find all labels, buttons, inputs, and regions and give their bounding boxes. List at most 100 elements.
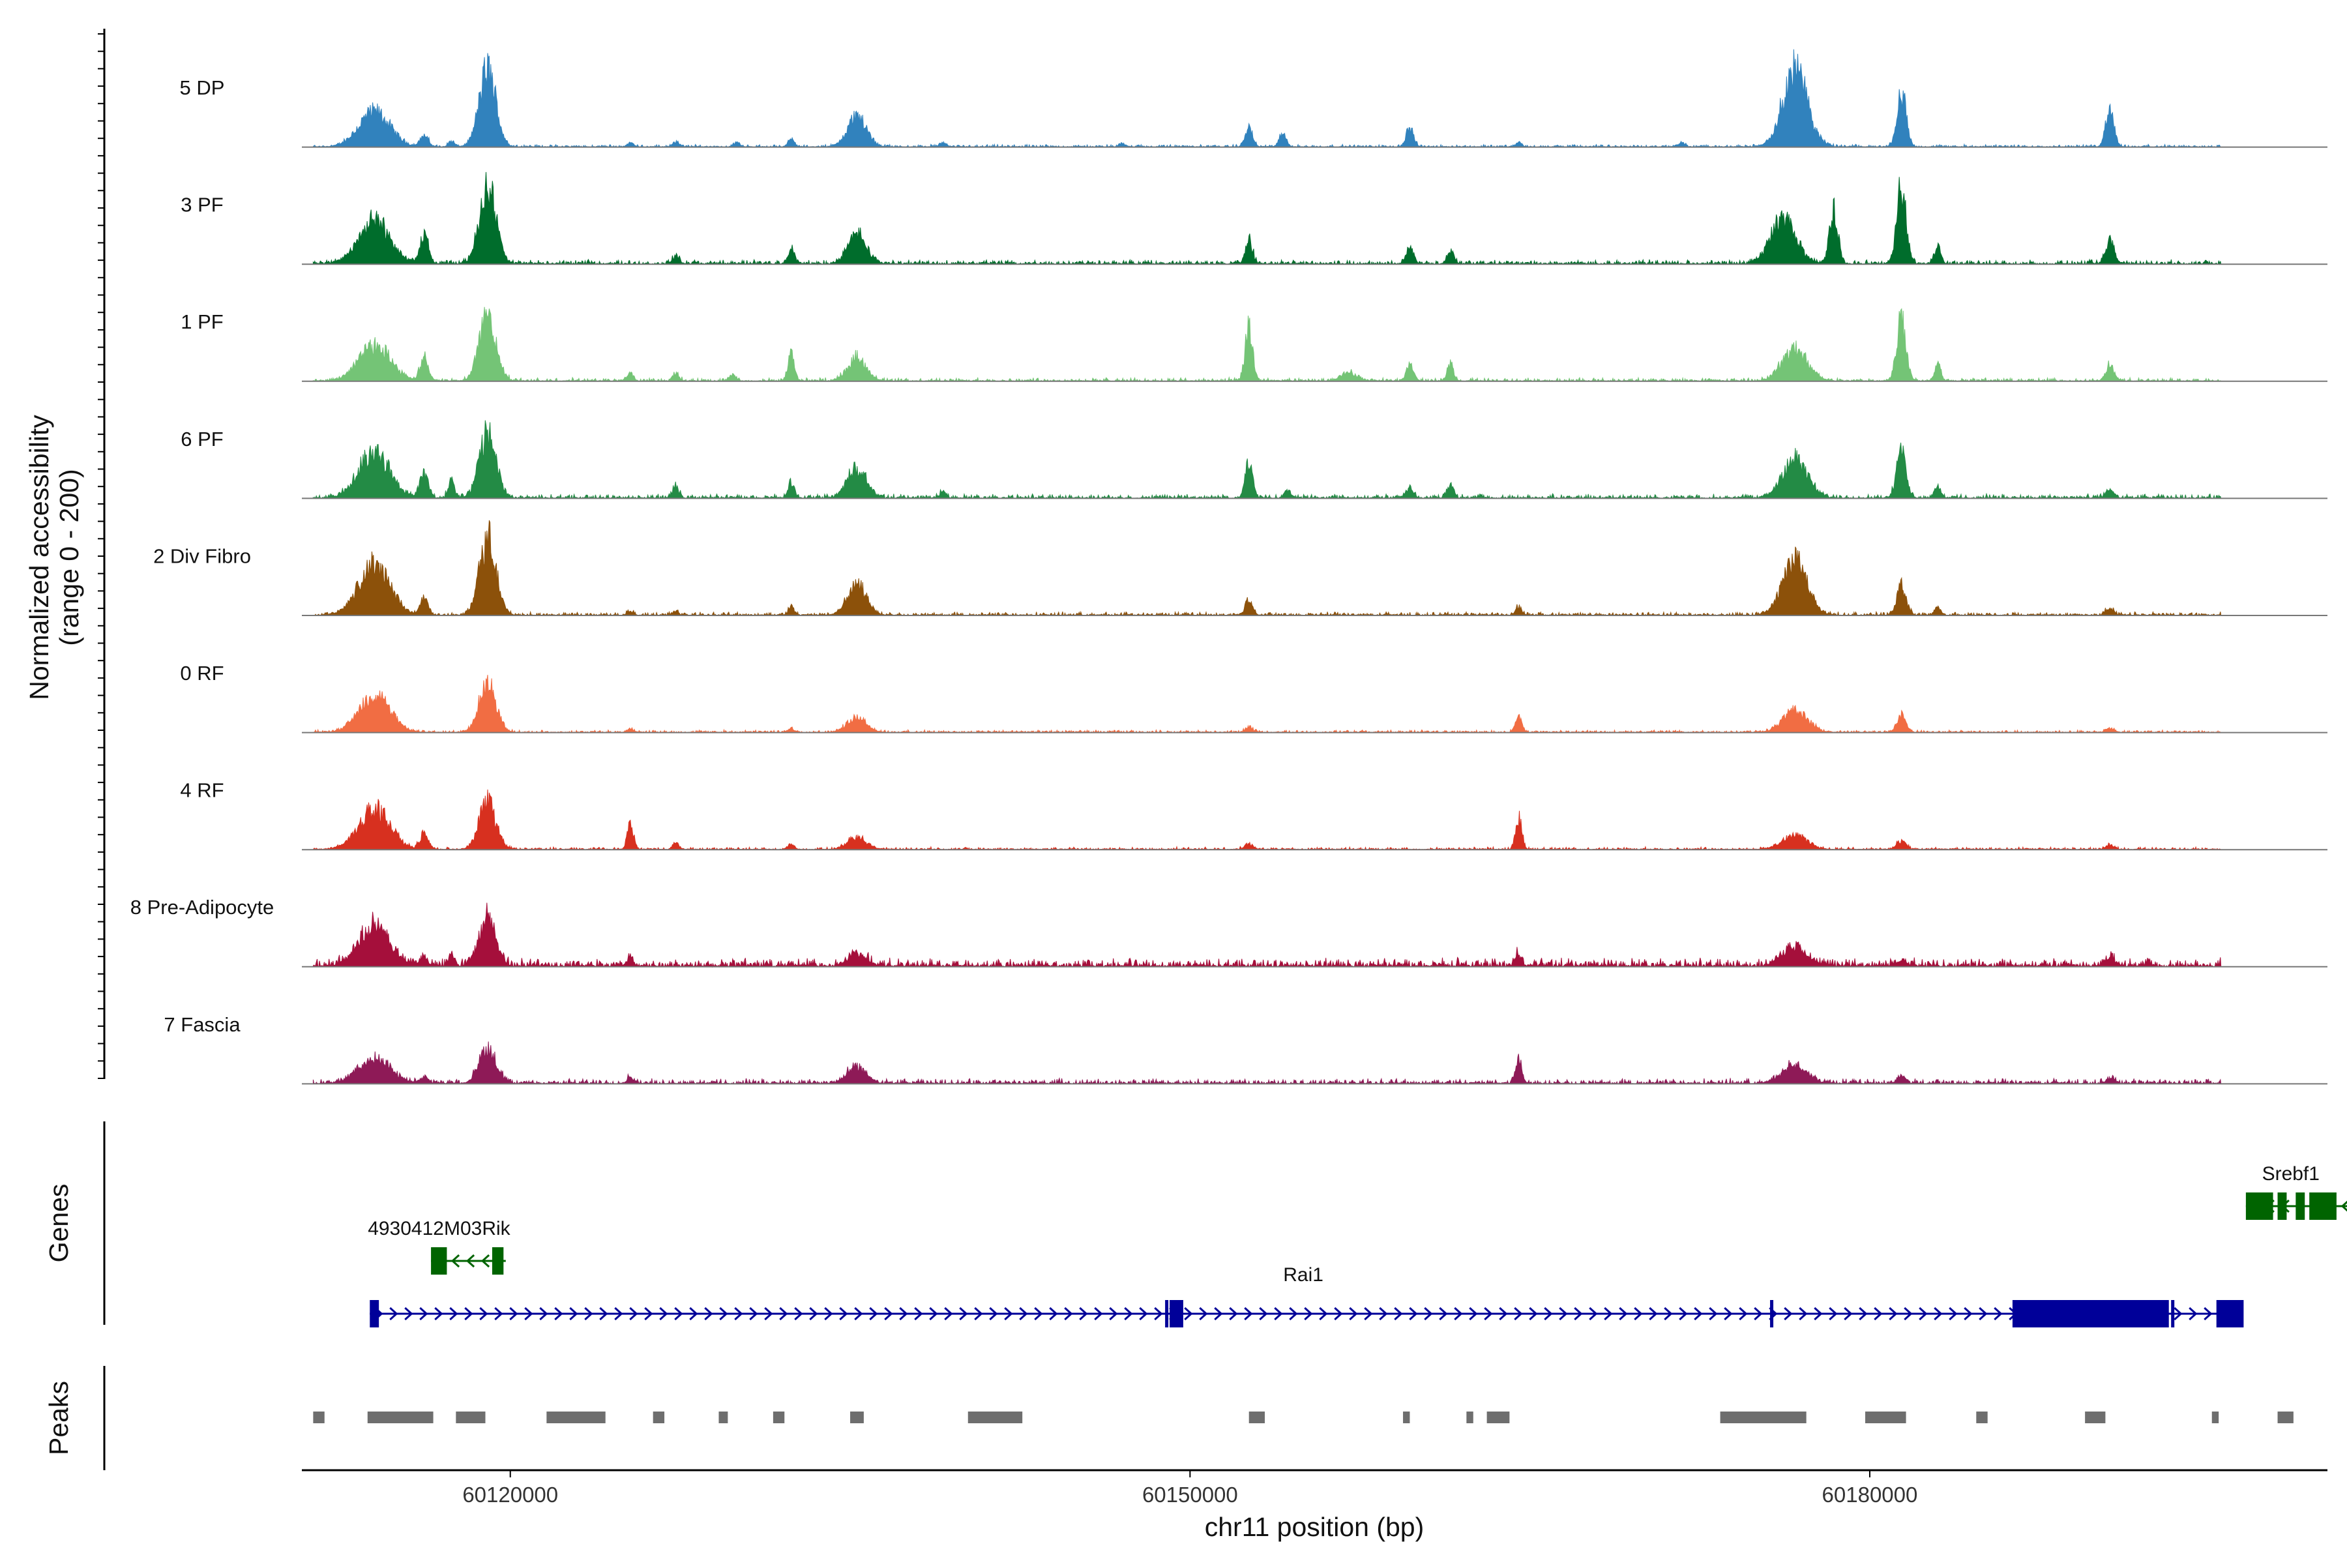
gene-strand-arrow [929, 1307, 938, 1321]
gene-strand-arrow [764, 1307, 773, 1321]
track-coverage-area [312, 1041, 2222, 1086]
track-label: 2 Div Fibro [153, 544, 251, 567]
gene-exon [2216, 1300, 2244, 1327]
gene-strand-arrow [449, 1307, 458, 1321]
gene-strand-arrow [1619, 1307, 1628, 1321]
peak-region [1720, 1412, 1807, 1423]
gene-strand-arrow [1409, 1307, 1418, 1321]
gene-strand-arrow [1784, 1307, 1793, 1321]
gene-strand-arrow [2204, 1307, 2213, 1321]
gene-exon [2171, 1300, 2175, 1327]
peak-region [313, 1412, 325, 1423]
gene-strand-arrow [1649, 1307, 1658, 1321]
gene-strand-arrow [419, 1307, 428, 1321]
track-3-pf: 3 PF [181, 171, 2327, 265]
gene-strand-arrow [1529, 1307, 1538, 1321]
gene-strand-arrow [1319, 1307, 1328, 1321]
gene-strand-arrow [884, 1307, 893, 1321]
gene-strand-arrow [1064, 1307, 1073, 1321]
peak-region [2085, 1412, 2106, 1423]
gene-strand-arrow [614, 1307, 623, 1321]
track-coverage-area [312, 49, 2221, 148]
gene-strand-arrow [719, 1307, 728, 1321]
gene-strand-arrow [1634, 1307, 1643, 1321]
genes-panel-title: Genes [44, 1184, 74, 1263]
peak-region [1466, 1412, 1473, 1423]
gene-exon [2295, 1192, 2305, 1220]
track-label: 7 Fascia [164, 1013, 241, 1036]
track-2-div-fibro: 2 Div Fibro [153, 520, 2327, 617]
gene-strand-arrow [854, 1307, 863, 1321]
gene-strand-arrow [989, 1307, 998, 1321]
peak-region [1865, 1412, 1906, 1423]
gene-strand-arrow [674, 1307, 683, 1321]
gene-strand-arrow [1934, 1307, 1943, 1321]
peak-region [2277, 1412, 2294, 1423]
gene-strand-arrow [524, 1307, 533, 1321]
gene-label: Srebf1 [2262, 1163, 2320, 1185]
gene-strand-arrow [584, 1307, 593, 1321]
y-axis-title-line2: (range 0 - 200) [54, 469, 84, 645]
track-coverage-area [312, 789, 2222, 851]
peak-region [367, 1412, 434, 1423]
gene-4930412m03rik: 4930412M03Rik [368, 1218, 511, 1275]
gene-strand-arrow [1079, 1307, 1088, 1321]
gene-exon [1170, 1300, 1183, 1327]
gene-strand-arrow [464, 1307, 473, 1321]
gene-exon [431, 1247, 447, 1275]
gene-strand-arrow [1589, 1307, 1598, 1321]
gene-strand-arrow [1124, 1307, 1133, 1321]
gene-strand-arrow [914, 1307, 923, 1321]
gene-strand-arrow [569, 1307, 578, 1321]
gene-strand-arrow [1019, 1307, 1028, 1321]
gene-strand-arrow [434, 1307, 443, 1321]
gene-strand-arrow [1439, 1307, 1448, 1321]
y-axis-ticks [98, 33, 104, 1079]
gene-strand-arrow [1679, 1307, 1688, 1321]
gene-strand-arrow [839, 1307, 848, 1321]
gene-strand-arrow [1499, 1307, 1508, 1321]
peak-region [546, 1412, 606, 1423]
gene-srebf1: Srebf1 [2245, 1163, 2347, 1220]
gene-strand-arrow [1469, 1307, 1478, 1321]
gene-strand-arrow [1814, 1307, 1823, 1321]
track-coverage-area [312, 306, 2222, 383]
gene-strand-arrow [1094, 1307, 1103, 1321]
peak-region [456, 1412, 486, 1423]
gene-strand-arrow [479, 1307, 488, 1321]
track-label: 5 DP [180, 76, 225, 99]
gene-strand-arrow [1394, 1307, 1403, 1321]
gene-strand-arrow [1754, 1307, 1763, 1321]
track-1-pf: 1 PF [181, 306, 2327, 383]
gene-strand-arrow [465, 1254, 475, 1268]
gene-strand-arrow [1274, 1307, 1283, 1321]
gene-strand-arrow [1604, 1307, 1613, 1321]
gene-strand-arrow [629, 1307, 638, 1321]
gene-strand-arrow [959, 1307, 968, 1321]
x-axis-title: chr11 position (bp) [1205, 1512, 1424, 1542]
peaks-panel-title: Peaks [44, 1381, 74, 1455]
gene-strand-arrow [1709, 1307, 1718, 1321]
track-label: 0 RF [180, 662, 224, 685]
gene-strand-arrow [944, 1307, 953, 1321]
peak-region [653, 1412, 665, 1423]
peak-region [967, 1412, 1023, 1423]
gene-label: 4930412M03Rik [368, 1218, 510, 1239]
gene-strand-arrow [1799, 1307, 1808, 1321]
track-0-rf: 0 RF [180, 662, 2327, 734]
gene-strand-arrow [644, 1307, 653, 1321]
track-6-pf: 6 PF [181, 420, 2327, 500]
gene-strand-arrow [659, 1307, 668, 1321]
x-axis-tick-label: 60150000 [1142, 1483, 1238, 1507]
gene-strand-arrow [974, 1307, 983, 1321]
x-axis-tick-label: 60120000 [462, 1483, 558, 1507]
gene-strand-arrow [749, 1307, 758, 1321]
gene-strand-arrow [1874, 1307, 1883, 1321]
gene-strand-arrow [1919, 1307, 1928, 1321]
gene-strand-arrow [1889, 1307, 1898, 1321]
gene-exon [492, 1247, 504, 1275]
gene-strand-arrow [1259, 1307, 1268, 1321]
gene-exon [2245, 1192, 2273, 1220]
gene-strand-arrow [450, 1254, 460, 1268]
